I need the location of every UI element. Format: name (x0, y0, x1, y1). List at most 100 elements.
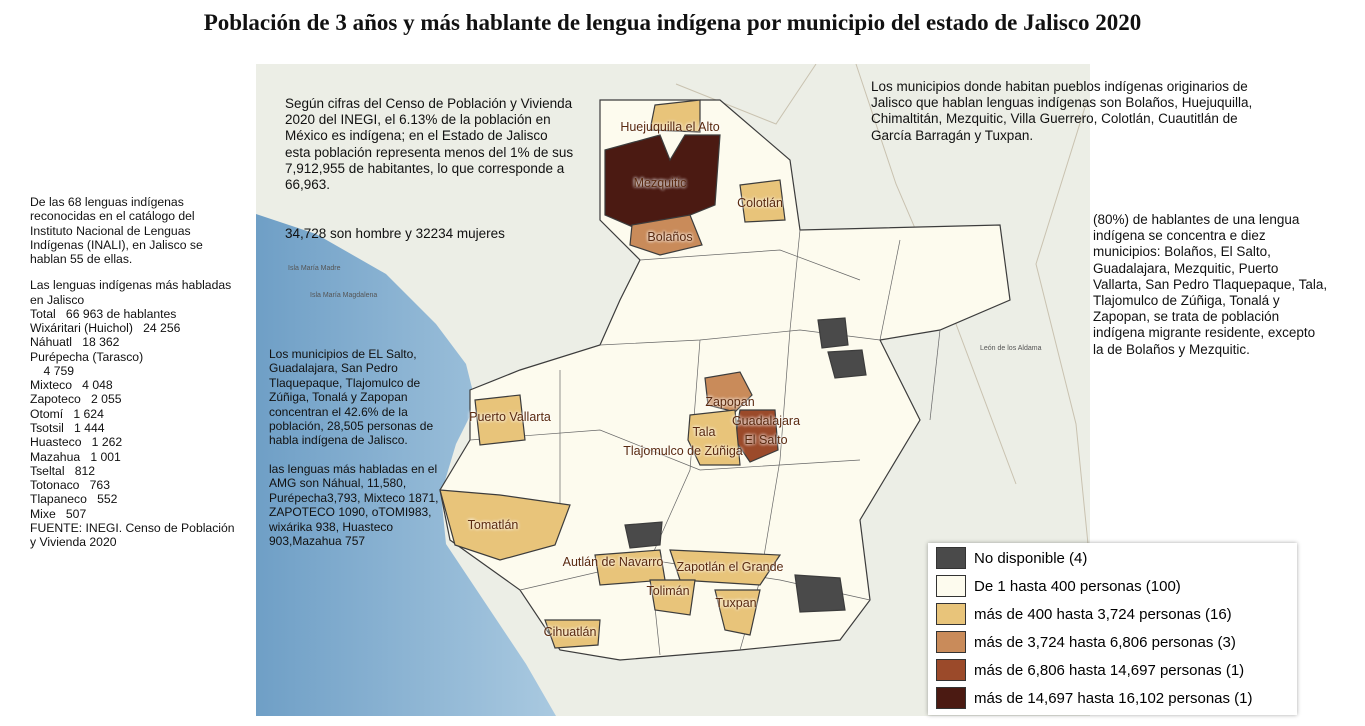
base-map-label: Isla María Magdalena (310, 292, 378, 299)
language-row: Tseltal 812 (30, 464, 235, 478)
municipality-label: Colotlán (737, 196, 783, 210)
legend-label: De 1 hasta 400 personas (100) (974, 577, 1181, 595)
municipality-label: Tomatlán (467, 518, 519, 532)
legend: No disponible (4) De 1 hasta 400 personas… (928, 543, 1297, 715)
region-no-data (817, 317, 849, 349)
language-name: Náhuatl (30, 335, 73, 350)
language-name: Mazahua (30, 449, 81, 464)
municipality-label: Guadalajara (731, 414, 801, 428)
language-name: Tsotsil (30, 420, 64, 435)
region-mezquitic (604, 134, 721, 231)
language-count: 763 (89, 478, 110, 493)
map (256, 64, 1090, 716)
region-tomatlan (439, 489, 571, 561)
language-count: 1 262 (91, 435, 123, 450)
region-tala-tlajomulco (687, 409, 741, 466)
language-row: Totonaco 763 (30, 478, 235, 492)
legend-label: más de 6,806 hasta 14,697 personas (1) (974, 661, 1245, 679)
language-name: Mixteco (30, 378, 72, 393)
legend-swatch (936, 631, 966, 653)
language-count: 507 (65, 506, 87, 521)
language-row: Otomí 1 624 (30, 407, 235, 421)
concentration-text: (80%) de hablantes de una lengua indígen… (1093, 212, 1328, 357)
municipality-label: Tala (692, 425, 716, 439)
municipality-label: Tlajomulco de Zúñiga (623, 444, 743, 458)
amg-text: Los municipios de EL Salto, Guadalajara,… (269, 347, 434, 448)
language-name: Totonaco (30, 478, 80, 493)
language-row: Mazahua 1 001 (30, 450, 235, 464)
language-count: 4 759 (43, 363, 75, 378)
legend-label: más de 3,724 hasta 6,806 personas (3) (974, 633, 1236, 651)
language-row: Tsotsil 1 444 (30, 421, 235, 435)
language-count: 1 444 (74, 420, 105, 435)
language-row: Huasteco 1 262 (30, 435, 235, 449)
language-count: 4 048 (82, 378, 113, 393)
source: FUENTE: INEGI. Censo de Población y Vivi… (30, 520, 235, 550)
legend-swatch (936, 687, 966, 709)
language-name: Mixe (30, 506, 56, 521)
language-count: 24 256 (143, 321, 181, 336)
language-row: Mixe 507 (30, 507, 235, 521)
language-name: Huasteco (30, 435, 82, 450)
legend-swatch (936, 575, 966, 597)
region-colotlan (739, 179, 786, 223)
language-name: Wixáritari (Huichol) (30, 321, 133, 336)
language-count: 1 001 (90, 449, 121, 464)
base-map-label: León de los Aldama (980, 345, 1042, 352)
language-row: Zapoteco 2 055 (30, 392, 235, 406)
language-list: Total 66 963 de hablantes Wixáritari (Hui… (30, 307, 235, 521)
legend-item: más de 14,697 hasta 16,102 personas (1) (936, 687, 1253, 709)
legend-label: más de 400 hasta 3,724 personas (16) (974, 605, 1232, 623)
legend-item: más de 3,724 hasta 6,806 personas (3) (936, 631, 1236, 653)
title: Población de 3 años y más hablante de le… (203, 10, 1142, 35)
municipality-label: Autlán de Navarro (562, 555, 664, 569)
base-map-label: Isla María Madre (288, 265, 341, 272)
region-toliman (649, 579, 696, 616)
language-name: Otomí (30, 406, 64, 421)
municipality-label: Tuxpan (715, 596, 757, 610)
legend-item: No disponible (4) (936, 547, 1087, 569)
language-name: Tseltal (30, 463, 65, 478)
left-panel: De las 68 lenguas indígenas reconocidas … (30, 195, 235, 549)
legend-label: más de 14,697 hasta 16,102 personas (1) (974, 689, 1253, 707)
language-row: Total 66 963 de hablantes (30, 307, 235, 321)
census-text: Según cifras del Censo de Población y Vi… (285, 96, 574, 192)
municipality-label: Tolimán (646, 584, 690, 598)
legend-label: No disponible (4) (974, 549, 1088, 567)
language-count: 2 055 (91, 392, 122, 407)
region-puerto-vallarta (474, 394, 526, 446)
language-name: Tlapaneco (30, 492, 87, 507)
municipality-label: Puerto Vallarta (469, 410, 551, 424)
language-count: 552 (97, 492, 118, 507)
left-intro: De las 68 lenguas indígenas reconocidas … (30, 195, 203, 267)
municipality-label: Cihuatlán (543, 625, 597, 639)
list-title: Las lenguas indígenas más habladas en Ja… (30, 278, 232, 307)
language-row: Tlapaneco 552 (30, 492, 235, 506)
language-row: Wixáritari (Huichol) 24 256 (30, 321, 235, 335)
language-name: Purépecha (Tarasco) (30, 349, 144, 364)
legend-item: más de 400 hasta 3,724 personas (16) (936, 603, 1232, 625)
language-count: 18 362 (82, 335, 120, 350)
language-row: Náhuatl 18 362 (30, 335, 235, 349)
municipality-label: Bolaños (647, 230, 693, 244)
municipality-label: Zapotlán el Grande (676, 560, 784, 574)
region-tuxpan (714, 589, 761, 636)
municipality-label: Huejuquilla el Alto (620, 120, 720, 134)
amg-languages-text: las lenguas más habladas en el AMG son N… (269, 462, 439, 548)
region-bolanos (629, 214, 703, 256)
language-row: Mixteco 4 048 (30, 378, 235, 392)
language-name: Total (30, 306, 56, 321)
region-zapopan (704, 371, 753, 413)
municipality-label: Zapopan (705, 395, 755, 409)
sea (256, 214, 556, 716)
region-no-data (624, 521, 663, 549)
language-name: Zapoteco (30, 392, 81, 407)
language-count: 1 624 (73, 406, 104, 421)
region-zapotlan (669, 549, 782, 586)
municipality-label: El Salto (744, 433, 788, 447)
language-count: 812 (74, 463, 96, 478)
native-text: Los municipios donde habitan pueblos ind… (871, 79, 1253, 143)
legend-swatch (936, 659, 966, 681)
